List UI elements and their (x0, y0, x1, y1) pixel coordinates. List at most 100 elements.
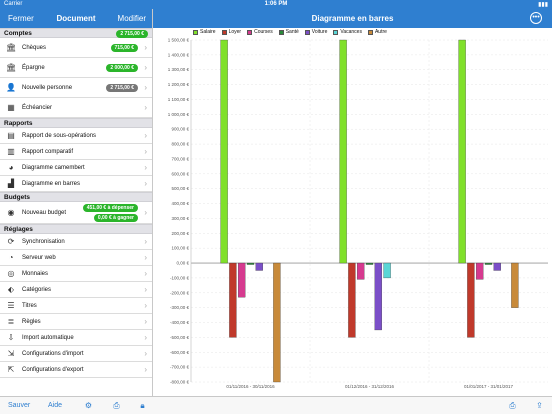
chevron-right-icon: › (144, 285, 147, 294)
battery-indicator: ▮▮▮ (538, 2, 548, 8)
y-tick-label: 1 500,00 € (168, 38, 190, 43)
bar (238, 262, 246, 298)
sidebar-item-echeancier[interactable]: ▦ Échéancier › (0, 98, 152, 118)
sidebar-item-import-automatique[interactable]: ⇩ Import automatique › (0, 330, 152, 346)
sidebar-item-label: Catégories (22, 287, 52, 293)
sidebar-item-label: Nouveau budget (22, 210, 67, 216)
share-icon[interactable]: ⇪ (536, 401, 543, 410)
chevron-right-icon: › (144, 63, 147, 72)
section-title: Comptes (4, 30, 32, 37)
bar (511, 262, 519, 308)
sidebar-item-configurations-export[interactable]: ⇱ Configurations d'export › (0, 362, 152, 378)
bar (365, 262, 374, 265)
sidebar-item-nouvelle-personne[interactable]: 👤 Nouvelle personne 2 715,00 € › (0, 78, 152, 98)
y-tick-label: 400,00 € (171, 201, 189, 206)
lock-icon[interactable]: 🔒︎ (140, 401, 145, 410)
y-tick-label: 1 300,00 € (168, 67, 190, 72)
print-chart-icon[interactable]: ⎙ (509, 401, 516, 410)
sidebar-item-synchronisation[interactable]: ⟳ Synchronisation › (0, 234, 152, 250)
sidebar-item-label: Titres (22, 303, 37, 309)
bar-chart: 1 500,00 € 1 400,00 € 1 300,00 € 1 200,00 €… (168, 38, 548, 389)
bar (220, 39, 228, 264)
sidebar-item-titres[interactable]: ☰ Titres › (0, 298, 152, 314)
y-tick-label: -800,00 € (170, 380, 190, 385)
balance-badge: 2 000,00 € (106, 63, 138, 72)
legend-swatch (304, 29, 310, 35)
chevron-right-icon: › (144, 103, 147, 112)
sidebar-item-monnaies[interactable]: ◎ Monnaies › (0, 266, 152, 282)
sidebar-item-label: Échéancier (22, 105, 53, 111)
import-config-icon: ⇲ (7, 348, 15, 358)
wifi-icon: ◔ (8, 252, 14, 262)
carrier-label: Carrier (4, 1, 23, 7)
chevron-right-icon: › (144, 131, 147, 140)
legend-item: Santé (278, 29, 299, 35)
bar (476, 262, 484, 280)
detail-navbar: Diagramme en barres ••• (153, 9, 552, 28)
legend-label: Santé (285, 29, 299, 35)
bar (493, 262, 501, 271)
budget-icon: ◉ (7, 207, 15, 217)
legend-item: Autre (367, 29, 387, 35)
save-button[interactable]: Sauver (8, 402, 31, 409)
legend-label: Voiture (311, 29, 328, 35)
sidebar-item-label: Serveur web (22, 255, 56, 261)
section-title: Budgets (4, 194, 30, 201)
sidebar-item-label: Monnaies (22, 271, 49, 277)
chevron-right-icon: › (144, 147, 147, 156)
y-tick-label: 1 100,00 € (168, 97, 190, 102)
bar (467, 262, 475, 338)
sync-icon: ⟳ (7, 236, 15, 246)
sidebar-item-label: Configurations d'export (22, 367, 84, 373)
bar (458, 39, 466, 264)
chevron-right-icon: › (144, 43, 147, 52)
balance-badge: 715,00 € (110, 43, 138, 52)
chevron-right-icon: › (144, 237, 147, 246)
legend-item: Loyer (221, 29, 241, 35)
close-button[interactable]: Fermer (8, 14, 34, 23)
sidebar-item-label: Synchronisation (22, 239, 65, 245)
sidebar: Comptes 2 715,00 € 🏛 Chèques 715,00 € › … (0, 28, 152, 396)
bar (255, 262, 263, 271)
gear-icon[interactable]: ⚙ (84, 401, 93, 410)
sidebar-item-rapport-sous-operations[interactable]: ▤ Rapport de sous-opérations › (0, 128, 152, 144)
y-tick-label: -700,00 € (170, 365, 190, 370)
sidebar-item-diagramme-barres[interactable]: ▟ Diagramme en barres › (0, 176, 152, 192)
y-tick-label: 800,00 € (171, 142, 189, 147)
legend-item: Salaire (193, 29, 216, 35)
y-tick-label: -400,00 € (170, 320, 190, 325)
sidebar-item-regles[interactable]: ≣ Règles › (0, 314, 152, 330)
accounts-total-badge: 2 715,00 € (116, 30, 148, 38)
sidebar-item-serveur-web[interactable]: ◔ Serveur web › (0, 250, 152, 266)
y-tick-label: -200,00 € (170, 290, 190, 295)
print-icon[interactable]: ⎙ (113, 401, 120, 410)
y-tick-label: -300,00 € (170, 305, 190, 310)
balance-badge: 2 715,00 € (106, 83, 138, 92)
legend-swatch (247, 29, 253, 35)
y-tick-label: 1 200,00 € (168, 82, 190, 87)
legend-label: Vacances (340, 29, 362, 35)
ellipsis-icon[interactable]: ••• (530, 12, 542, 24)
chart-legend: Salaire Loyer Courses Santé Voiture Vacances A… (193, 29, 387, 35)
x-tick-label: 01/12/2016 - 31/12/2016 (345, 384, 395, 389)
edit-button[interactable]: Modifier (117, 14, 146, 23)
sidebar-item-nouveau-budget[interactable]: ◉ Nouveau budget 451,00 € à dépenser 0,0… (0, 202, 152, 224)
chevron-right-icon: › (144, 365, 147, 374)
status-bar: Carrier 1:06 PM ▮▮▮ (0, 0, 552, 9)
bar (246, 262, 255, 265)
sidebar-item-label: Diagramme en barres (22, 181, 81, 187)
help-button[interactable]: Aide (48, 402, 63, 409)
sidebar-item-diagramme-camembert[interactable]: ◕ Diagramme camembert › (0, 160, 152, 176)
legend-label: Courses (254, 29, 273, 35)
sidebar-title: Document (56, 14, 96, 23)
sidebar-item-categories[interactable]: ⬖ Catégories › (0, 282, 152, 298)
chevron-right-icon: › (144, 317, 147, 326)
y-tick-label: 700,00 € (171, 156, 189, 161)
sidebar-item-rapport-comparatif[interactable]: ▥ Rapport comparatif › (0, 144, 152, 160)
sidebar-item-configurations-import[interactable]: ⇲ Configurations d'import › (0, 346, 152, 362)
sidebar-item-cheques[interactable]: 🏛 Chèques 715,00 € › (0, 38, 152, 58)
compare-icon: ▥ (7, 146, 15, 156)
sidebar-item-epargne[interactable]: 🏛 Épargne 2 000,00 € › (0, 58, 152, 78)
legend-label: Salaire (200, 29, 216, 35)
sidebar-item-label: Configurations d'import (22, 351, 84, 357)
